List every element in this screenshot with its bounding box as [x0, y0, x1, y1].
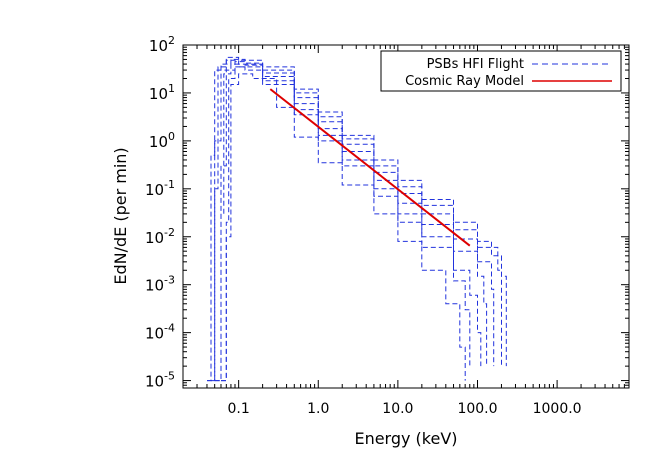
series-layer — [207, 56, 507, 382]
x-axis-label: Energy (keV) — [354, 429, 457, 448]
series-model-line — [269, 88, 471, 247]
y-axis-ticks: 10-5 10-4 10-3 10-2 10-1 100 101 102 — [145, 34, 629, 391]
series-flight-line — [221, 66, 471, 382]
series-flight-line — [214, 61, 488, 382]
y-tick-label: 10-4 — [145, 322, 175, 343]
series-flight-line — [214, 63, 482, 382]
legend: PSBs HFI Flight Cosmic Ray Model — [380, 50, 622, 92]
x-axis-ticks: 0.1 1.0 10.0 100.0 1000.0 — [228, 45, 582, 417]
series-flight-line — [211, 58, 502, 382]
x-tick-label: 0.1 — [228, 401, 250, 417]
x-tick-label: 10.0 — [382, 401, 413, 417]
y-tick-label: 10-1 — [145, 178, 175, 199]
plot-frame — [182, 44, 630, 389]
y-tick-label: 10-3 — [145, 274, 175, 295]
y-tick-label: 10-5 — [145, 370, 175, 391]
series-flight-line — [207, 59, 495, 382]
y-tick-label: 101 — [149, 82, 175, 103]
series-flight-line — [207, 56, 507, 382]
y-tick-label: 10-2 — [145, 226, 175, 247]
y-axis-label: EdN/dE (per min) — [111, 147, 130, 284]
minor-ticks — [182, 45, 630, 389]
y-tick-label: 100 — [149, 130, 175, 151]
legend-label-flight: PSBs HFI Flight — [427, 57, 524, 72]
y-tick-label: 102 — [149, 34, 175, 55]
legend-label-model: Cosmic Ray Model — [405, 74, 524, 89]
series-flight-line — [221, 73, 466, 382]
legend-box — [380, 50, 622, 92]
x-tick-label: 1.0 — [307, 401, 329, 417]
x-tick-label: 1000.0 — [533, 401, 582, 417]
x-tick-label: 100.0 — [457, 401, 497, 417]
